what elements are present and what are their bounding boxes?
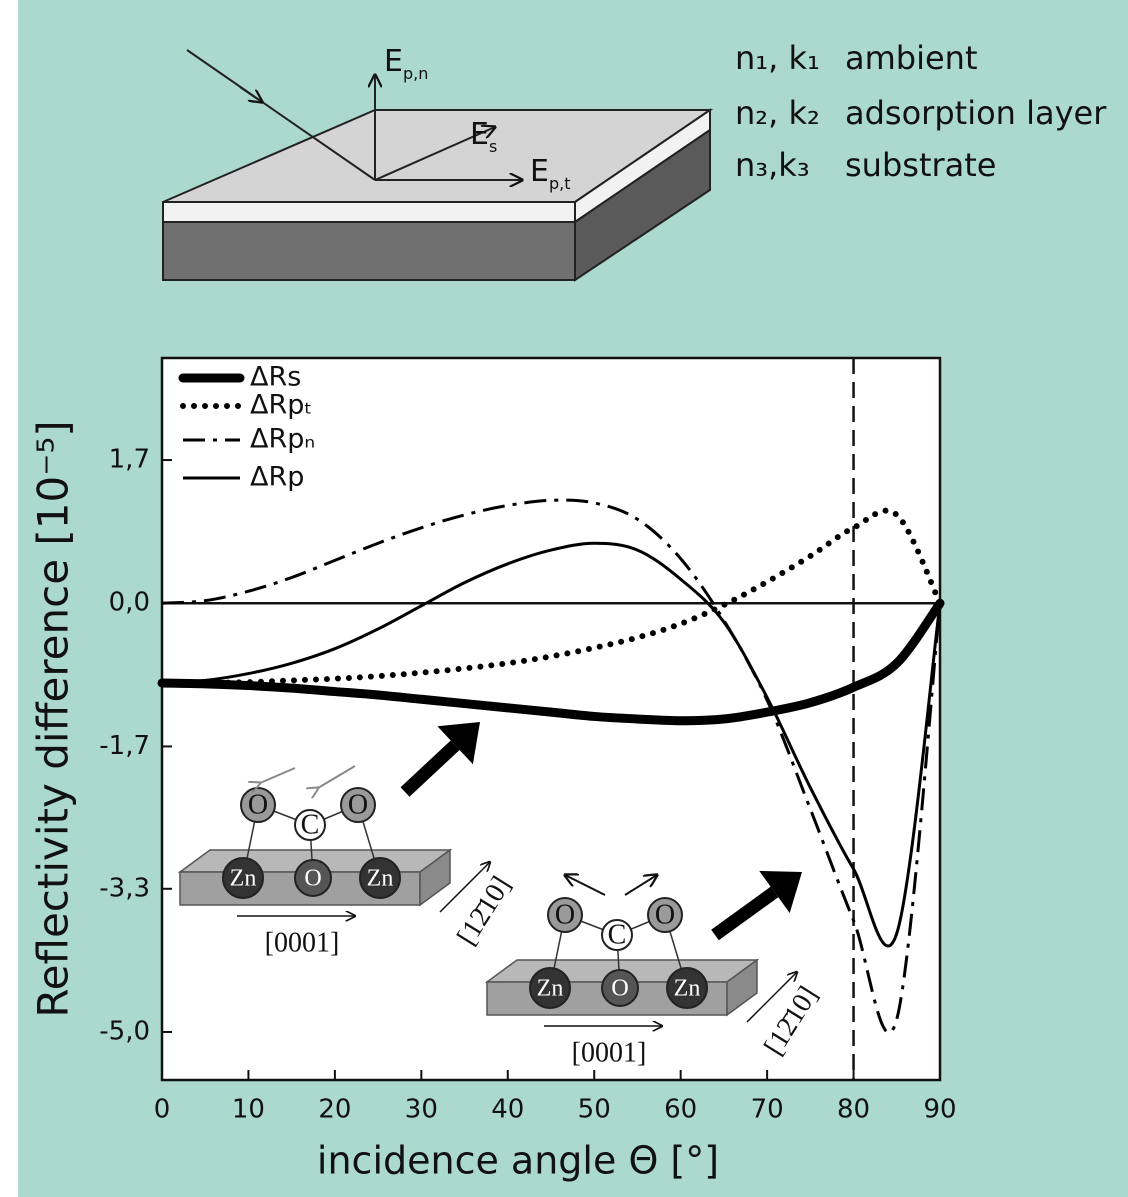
y-tick-label: -3,3	[99, 873, 150, 903]
series-line	[161, 498, 942, 1035]
atom-label: O	[611, 976, 628, 1002]
atom-label: C	[301, 809, 320, 840]
layer-constants: n₂, k₂	[735, 94, 820, 132]
atom-label: Zn	[230, 866, 257, 892]
atom	[547, 897, 583, 933]
slab-front	[162, 221, 576, 281]
series-line	[157, 598, 945, 726]
ray-arrow	[239, 86, 262, 102]
atom-label: O	[248, 789, 268, 820]
atom	[601, 919, 633, 951]
atom-label: Zn	[537, 976, 564, 1002]
x-axis-title: incidence angle Θ [°]	[317, 1139, 719, 1183]
x-tick-label: 20	[318, 1095, 351, 1125]
layer-constants: n₃,k₃	[735, 146, 810, 184]
slab-side	[574, 128, 711, 282]
layer-diagram	[162, 49, 714, 282]
legend-label: ΔRp	[250, 462, 304, 493]
y-tick-label: 0,0	[109, 588, 150, 618]
x-tick-label: 90	[923, 1095, 956, 1125]
legend-label: ΔRpₙ	[250, 424, 315, 455]
x-tick-label: 0	[154, 1095, 171, 1125]
field-main: E	[384, 44, 403, 79]
motion-arrow	[565, 875, 606, 896]
y-tick-label: 1,7	[109, 445, 150, 475]
direction-label: [0001]	[265, 927, 340, 958]
x-tick-label: 50	[578, 1095, 611, 1125]
atom-label: O	[304, 866, 321, 892]
atom	[222, 857, 264, 899]
y-tick-label: -5,0	[99, 1016, 150, 1046]
layer-constants: n₁, k₁	[735, 39, 820, 77]
motion-arrow	[318, 765, 356, 788]
motion-arrow	[260, 767, 296, 783]
atom-label: Zn	[674, 976, 701, 1002]
atom	[340, 787, 376, 823]
atom-label: C	[608, 919, 627, 950]
series-line	[161, 541, 942, 948]
surface-slab	[419, 848, 451, 907]
direction-arrow	[746, 972, 797, 1023]
x-tick-label: 10	[232, 1095, 265, 1125]
motion-arrow	[624, 875, 657, 896]
series-line	[159, 507, 943, 687]
field-main: E	[470, 117, 489, 152]
direction-arrow	[439, 862, 490, 913]
field-label: Es	[470, 117, 497, 156]
pointer-head	[759, 870, 802, 913]
atom-label: O	[655, 899, 675, 930]
surface-slab	[726, 958, 758, 1017]
pointer-head	[437, 722, 480, 765]
x-tick-label: 70	[751, 1095, 784, 1125]
atom	[294, 809, 326, 841]
pointer-arrow	[711, 886, 779, 941]
field-sub: p,t	[549, 174, 571, 193]
layer-name: adsorption layer	[845, 94, 1107, 132]
field-main: E	[530, 154, 549, 189]
legend-label: ΔRs	[250, 362, 301, 393]
x-tick-label: 40	[491, 1095, 524, 1125]
field-label: Ep,t	[530, 154, 570, 193]
direction-label: [0001]	[572, 1037, 647, 1068]
y-axis-title: Reflectivity difference [10⁻⁵]	[29, 420, 78, 1017]
field-arrow	[374, 127, 495, 181]
atom-label: Zn	[367, 866, 394, 892]
atom	[359, 857, 401, 899]
field-sub: p,n	[403, 64, 428, 83]
atom-label: O	[348, 789, 368, 820]
layer-name: substrate	[845, 146, 996, 184]
pointer-arrow	[400, 740, 460, 797]
atom	[647, 897, 683, 933]
atom	[294, 859, 332, 897]
x-tick-label: 60	[664, 1095, 697, 1125]
field-sub: s	[489, 137, 497, 156]
x-tick-label: 30	[405, 1095, 438, 1125]
incident-ray	[186, 49, 376, 181]
atom-label: O	[555, 899, 575, 930]
layer-name: ambient	[845, 39, 978, 77]
y-tick-label: -1,7	[99, 731, 150, 761]
atom	[529, 967, 571, 1009]
atom	[666, 967, 708, 1009]
legend-label: ΔRpₜ	[250, 390, 312, 421]
field-label: Ep,n	[384, 44, 428, 83]
atom	[601, 969, 639, 1007]
slab-layer	[162, 201, 576, 223]
x-tick-label: 80	[837, 1095, 870, 1125]
